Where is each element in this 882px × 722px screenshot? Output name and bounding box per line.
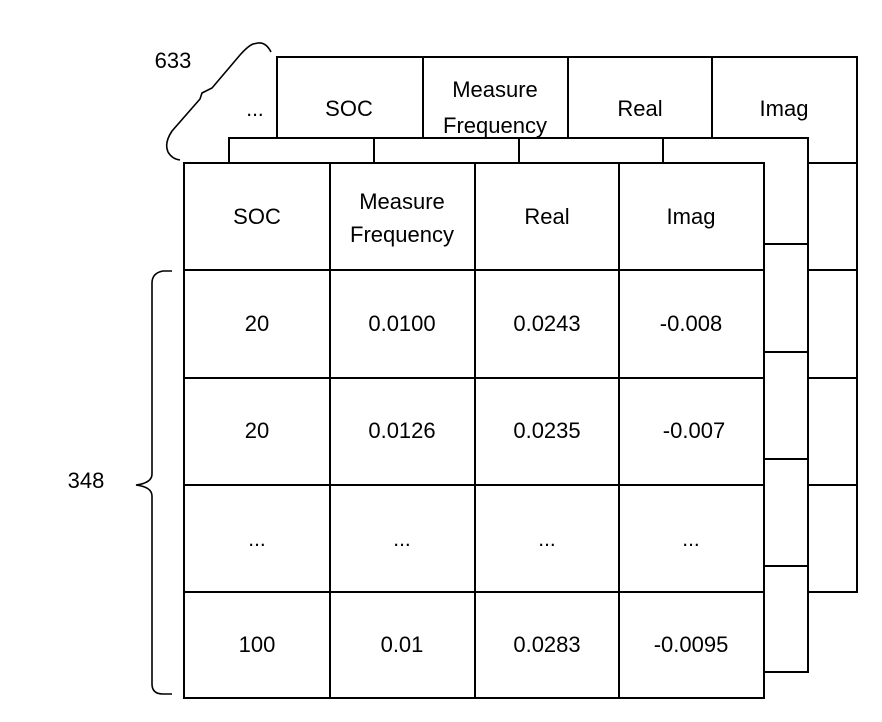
row-brace-icon	[135, 270, 172, 695]
back-header-real: Real	[617, 96, 662, 121]
table-cell: 0.0126	[368, 418, 435, 443]
table-cell: ...	[538, 528, 556, 551]
table-cell: ...	[393, 528, 411, 551]
front-header-measure-frequency-line1: Measure	[359, 189, 445, 214]
front-table: SOC Measure Frequency Real Imag 20 0.010…	[183, 162, 765, 699]
row-count-label: 348	[68, 468, 105, 493]
table-cell: 0.0283	[513, 632, 580, 657]
table-cell: -0.0095	[654, 632, 729, 657]
front-header-imag: Imag	[667, 204, 716, 229]
front-header-real: Real	[524, 204, 569, 229]
table-cell: 20	[245, 311, 269, 336]
table-cell: 0.0235	[513, 418, 580, 443]
table-cell: -0.008	[660, 311, 722, 336]
row-brace: 348	[68, 270, 172, 695]
table-cell: -0.007	[663, 418, 725, 443]
back-header-soc: SOC	[325, 96, 373, 121]
back-table-ellipsis: ...	[246, 98, 264, 121]
table-cell: 20	[245, 418, 269, 443]
depth-count-label: 633	[155, 48, 192, 73]
table-cell: ...	[248, 528, 266, 551]
front-header-measure-frequency-line2: Frequency	[350, 222, 454, 247]
table-cell: 0.0243	[513, 311, 580, 336]
table-cell: 0.01	[381, 632, 424, 657]
front-header-soc: SOC	[233, 204, 281, 229]
table-cell: 0.0100	[368, 311, 435, 336]
back-header-measure-frequency-line1: Measure	[452, 77, 538, 102]
back-header-measure-frequency-line2: Frequency	[443, 113, 547, 138]
table-cell: 100	[239, 632, 276, 657]
depth-brace-icon	[165, 42, 272, 161]
depth-brace: 633	[155, 42, 272, 161]
back-header-imag: Imag	[760, 96, 809, 121]
table-cell: ...	[682, 528, 700, 551]
